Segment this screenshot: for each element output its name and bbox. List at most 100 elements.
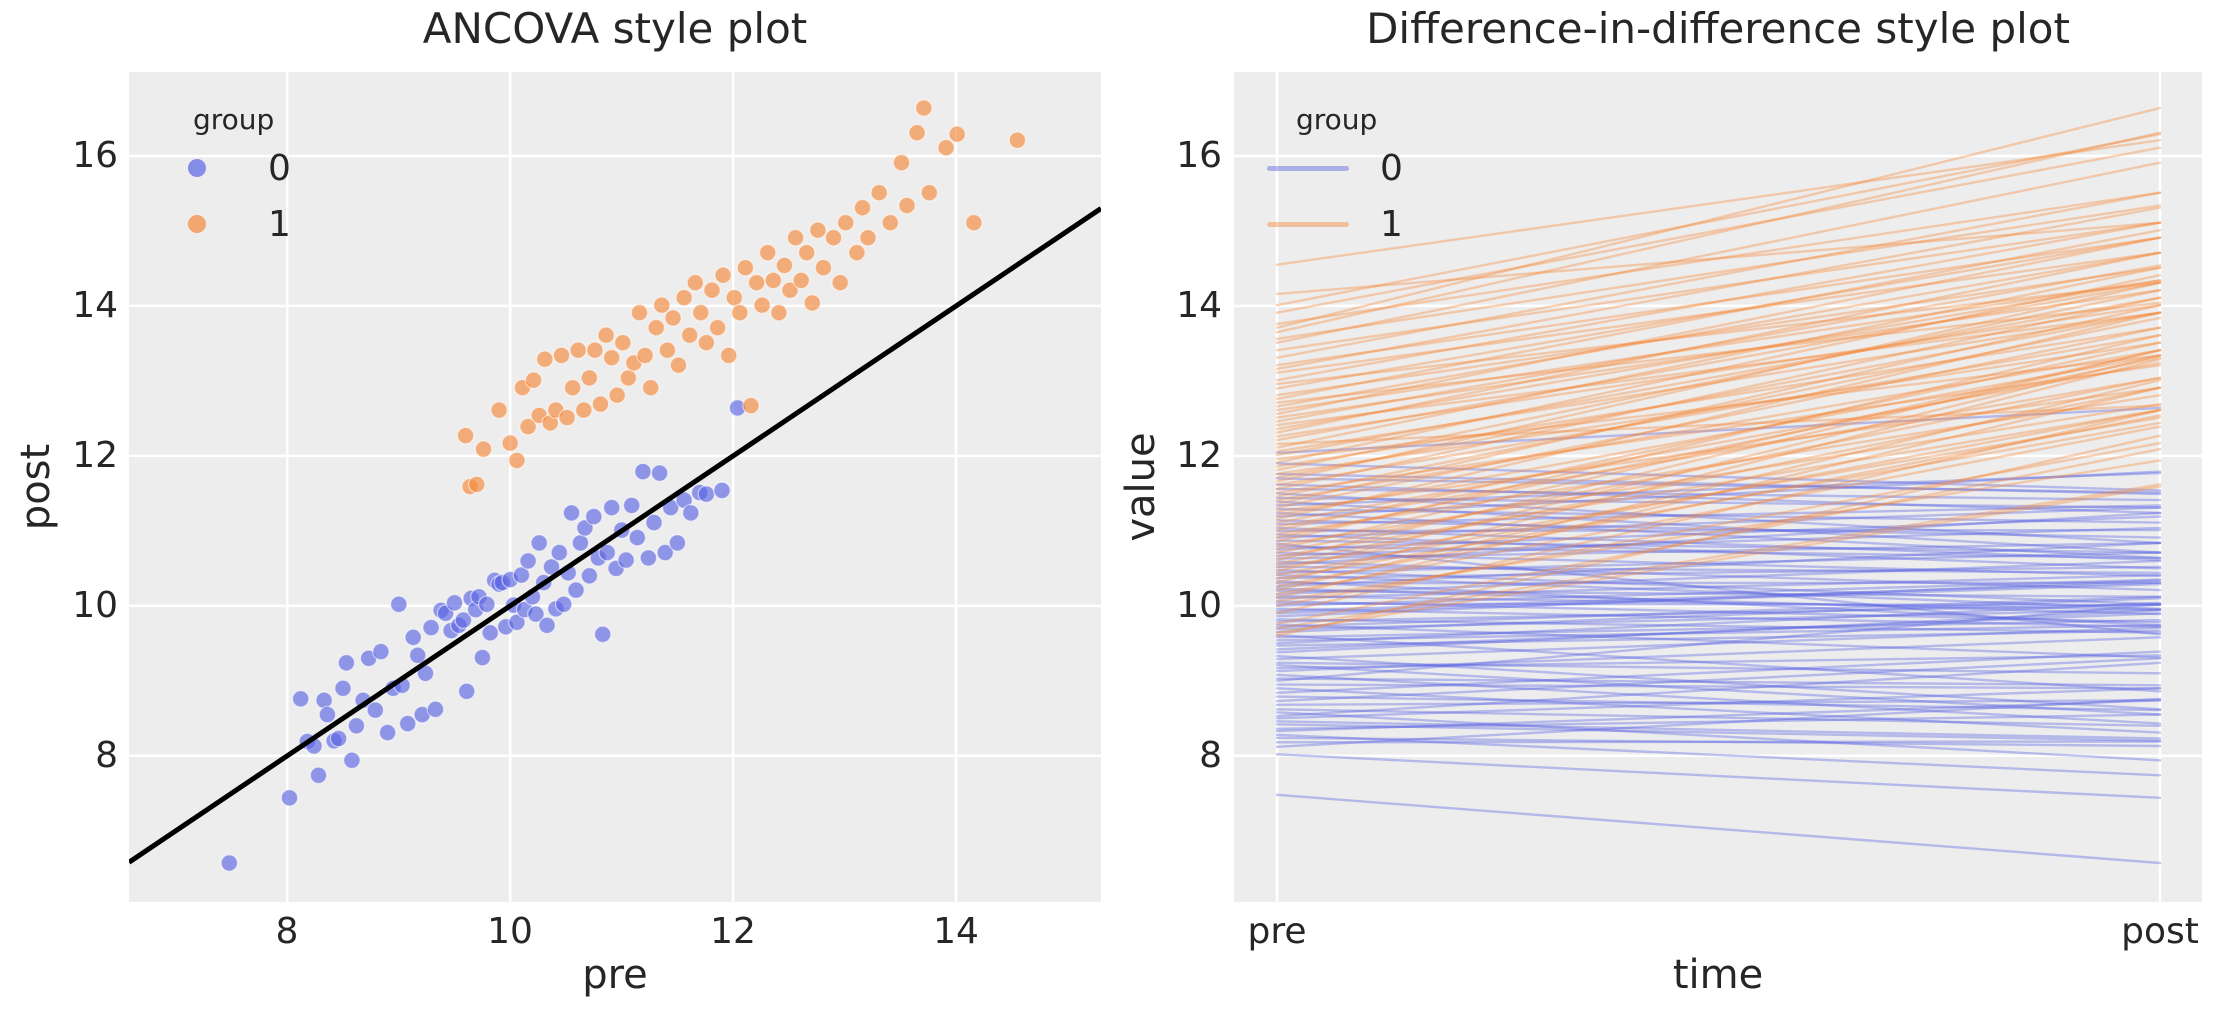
subject-line-group0 bbox=[1275, 511, 2162, 560]
data-point-group0 bbox=[508, 613, 526, 632]
subject-line-group0 bbox=[1275, 607, 2162, 628]
data-point-group0 bbox=[617, 551, 635, 569]
data-point-group1 bbox=[467, 475, 486, 494]
subject-line-group0 bbox=[1275, 582, 2162, 615]
data-point-group1 bbox=[490, 401, 508, 419]
subject-line-group1 bbox=[1275, 303, 2162, 506]
subject-line-group1 bbox=[1275, 311, 2162, 427]
data-point-group1 bbox=[664, 309, 682, 327]
subject-line-group1 bbox=[1275, 264, 2162, 423]
data-point-group1 bbox=[742, 396, 760, 415]
y-tick-label: 12 bbox=[1176, 435, 1222, 476]
subject-line-group1 bbox=[1275, 279, 2162, 431]
subject-line-group0 bbox=[1275, 711, 2162, 762]
data-point-group0 bbox=[538, 616, 556, 635]
subject-line-group0 bbox=[1275, 545, 2162, 560]
subject-line-group0 bbox=[1275, 597, 2162, 634]
left-axes-background bbox=[129, 72, 1101, 902]
subject-line-group0 bbox=[1275, 528, 2162, 533]
subject-line-group0 bbox=[1275, 697, 2162, 748]
data-point-group1 bbox=[675, 288, 693, 307]
subject-line-group1 bbox=[1275, 273, 2162, 464]
subject-line-group1 bbox=[1275, 354, 2162, 573]
subject-line-group0 bbox=[1275, 661, 2162, 718]
data-point-group0 bbox=[315, 691, 333, 710]
data-point-group1 bbox=[753, 296, 771, 315]
data-point-group1 bbox=[786, 228, 805, 247]
data-point-group0 bbox=[598, 543, 617, 562]
data-point-group0 bbox=[628, 528, 647, 547]
data-point-group0 bbox=[481, 623, 500, 642]
data-point-group0 bbox=[329, 729, 348, 748]
subject-line-group0 bbox=[1275, 519, 2162, 539]
subject-line-group1 bbox=[1275, 221, 2162, 382]
subject-line-group0 bbox=[1275, 496, 2162, 509]
left-legend-title: group bbox=[193, 103, 275, 136]
data-point-group1 bbox=[770, 303, 788, 322]
subject-line-group1 bbox=[1275, 434, 2162, 637]
data-point-group0 bbox=[519, 552, 537, 570]
data-point-group0 bbox=[567, 581, 585, 599]
data-point-group0 bbox=[656, 543, 675, 562]
data-point-group1 bbox=[691, 303, 710, 322]
subject-line-group0 bbox=[1275, 578, 2162, 607]
subject-line-group0 bbox=[1275, 677, 2162, 687]
data-point-group0 bbox=[554, 595, 573, 614]
data-point-group1 bbox=[708, 318, 727, 337]
subject-line-group0 bbox=[1275, 663, 2162, 716]
subject-line-group1 bbox=[1275, 386, 2162, 599]
y-tick-label: 12 bbox=[72, 435, 118, 476]
right-legend: group 0 1 bbox=[1262, 100, 1403, 252]
subject-line-group0 bbox=[1275, 687, 2162, 734]
subject-line-group0 bbox=[1275, 565, 2162, 580]
data-point-group1 bbox=[848, 243, 866, 262]
subject-line-group1 bbox=[1275, 358, 2162, 584]
subject-line-group1 bbox=[1275, 414, 2162, 588]
data-point-group1 bbox=[831, 273, 850, 292]
subject-line-group1 bbox=[1275, 404, 2162, 446]
right-legend-entry-0: 0 bbox=[1262, 140, 1403, 196]
data-point-group1 bbox=[824, 228, 843, 247]
subject-line-group0 bbox=[1275, 600, 2162, 624]
data-point-group0 bbox=[550, 543, 569, 562]
subject-line-group1 bbox=[1275, 236, 2162, 416]
subject-line-group0 bbox=[1275, 539, 2162, 554]
data-point-group1 bbox=[580, 369, 599, 387]
data-point-group1 bbox=[647, 318, 666, 337]
data-point-group0 bbox=[445, 593, 464, 612]
subject-line-group1 bbox=[1275, 379, 2162, 592]
group1-line-swatch bbox=[1267, 221, 1349, 227]
subject-line-group0 bbox=[1275, 650, 2162, 694]
data-point-group1 bbox=[669, 356, 688, 375]
data-point-group0 bbox=[571, 534, 590, 552]
left-legend-label-1: 1 bbox=[268, 203, 291, 245]
x-tick-label: 10 bbox=[487, 911, 533, 952]
subject-line-group1 bbox=[1275, 296, 2162, 491]
x-tick-label: 8 bbox=[275, 911, 299, 952]
right-legend-entry-1: 1 bbox=[1262, 196, 1403, 252]
subject-line-group0 bbox=[1275, 623, 2162, 659]
subject-line-group1 bbox=[1275, 311, 2162, 453]
subject-line-group0 bbox=[1275, 565, 2162, 574]
subject-line-group0 bbox=[1275, 624, 2162, 642]
subject-line-group0 bbox=[1275, 733, 2162, 777]
subject-line-group0 bbox=[1275, 629, 2162, 647]
subject-line-group0 bbox=[1275, 654, 2162, 670]
right-legend-label-1: 1 bbox=[1380, 203, 1403, 245]
subject-line-group0 bbox=[1275, 601, 2162, 645]
subject-line-group1 bbox=[1275, 311, 2162, 479]
subject-line-group0 bbox=[1275, 618, 2162, 634]
subject-line-group0 bbox=[1275, 551, 2162, 577]
subject-line-group0 bbox=[1275, 487, 2162, 502]
subject-line-group0 bbox=[1275, 551, 2162, 574]
subject-line-group1 bbox=[1275, 376, 2162, 528]
data-point-group0 bbox=[562, 504, 581, 522]
group0-line-swatch bbox=[1267, 165, 1349, 171]
subject-line-group1 bbox=[1275, 251, 2162, 408]
data-point-group1 bbox=[937, 138, 955, 157]
subject-line-group0 bbox=[1275, 633, 2162, 693]
subject-line-group0 bbox=[1275, 695, 2162, 712]
right-legend-title: group bbox=[1296, 103, 1378, 136]
subject-line-group1 bbox=[1275, 421, 2162, 580]
subject-line-group1 bbox=[1275, 281, 2162, 483]
